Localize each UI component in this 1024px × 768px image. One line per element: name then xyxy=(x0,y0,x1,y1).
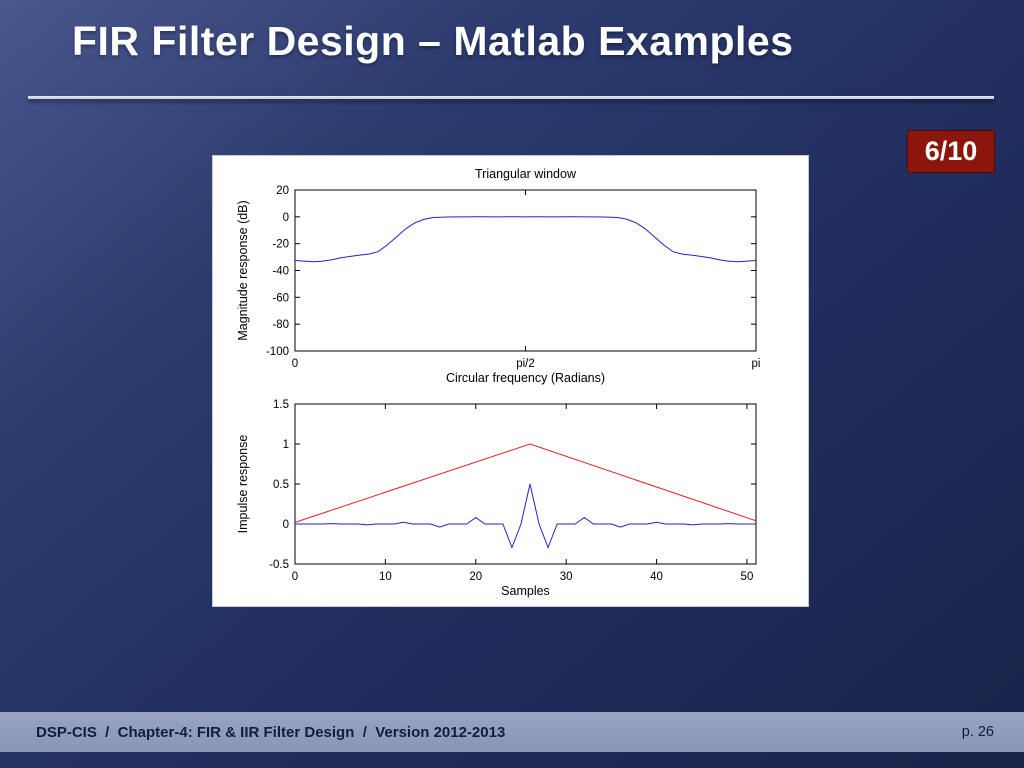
svg-text:-20: -20 xyxy=(272,239,289,251)
page-number: p. 26 xyxy=(961,724,994,740)
matlab-figure-panel: 0 pi/2 pi 20 0 -20 -40 -60 -80 -100 Triangular win… xyxy=(212,155,809,607)
svg-text:pi: pi xyxy=(752,358,761,370)
svg-text:Triangular window: Triangular window xyxy=(475,167,577,181)
svg-text:-100: -100 xyxy=(266,346,289,358)
svg-text:-0.5: -0.5 xyxy=(269,559,289,571)
footer-text: DSP-CIS / Chapter-4: FIR & IIR Filter De… xyxy=(36,723,506,741)
svg-text:Impulse response: Impulse response xyxy=(236,435,250,534)
slide-title: FIR Filter Design – Matlab Examples xyxy=(72,18,794,64)
svg-text:0: 0 xyxy=(283,519,289,531)
svg-text:1: 1 xyxy=(283,439,289,451)
svg-text:0: 0 xyxy=(292,358,298,370)
svg-text:0: 0 xyxy=(283,212,289,224)
svg-text:Circular frequency (Radians): Circular frequency (Radians) xyxy=(446,371,605,385)
svg-text:1.5: 1.5 xyxy=(273,399,289,411)
svg-text:-80: -80 xyxy=(272,319,289,331)
chart-svg: 0 pi/2 pi 20 0 -20 -40 -60 -80 -100 Triangular win… xyxy=(236,167,761,385)
title-divider xyxy=(28,96,994,99)
svg-text:Samples: Samples xyxy=(501,584,550,598)
svg-text:40: 40 xyxy=(650,571,663,583)
svg-text:0.5: 0.5 xyxy=(273,479,289,491)
svg-text:10: 10 xyxy=(379,571,392,583)
svg-text:20: 20 xyxy=(276,185,289,197)
svg-text:-60: -60 xyxy=(272,292,289,304)
svg-text:-40: -40 xyxy=(272,266,289,278)
svg-text:pi/2: pi/2 xyxy=(516,358,535,370)
slide-progress-badge: 6/10 xyxy=(907,130,995,173)
svg-text:20: 20 xyxy=(469,571,482,583)
svg-text:50: 50 xyxy=(741,571,754,583)
svg-text:0: 0 xyxy=(292,571,298,583)
svg-text:30: 30 xyxy=(560,571,573,583)
magnitude-response-chart: 0 pi/2 pi 20 0 -20 -40 -60 -80 -100 Triangular win… xyxy=(223,164,789,401)
impulse-response-chart: 0 10 20 30 40 50 1.5 1 0.5 0 -0.5 Samples Impulse re… xyxy=(223,396,789,607)
footer-bar: DSP-CIS / Chapter-4: FIR & IIR Filter De… xyxy=(0,712,1024,752)
svg-text:Magnitude response (dB): Magnitude response (dB) xyxy=(236,200,250,340)
